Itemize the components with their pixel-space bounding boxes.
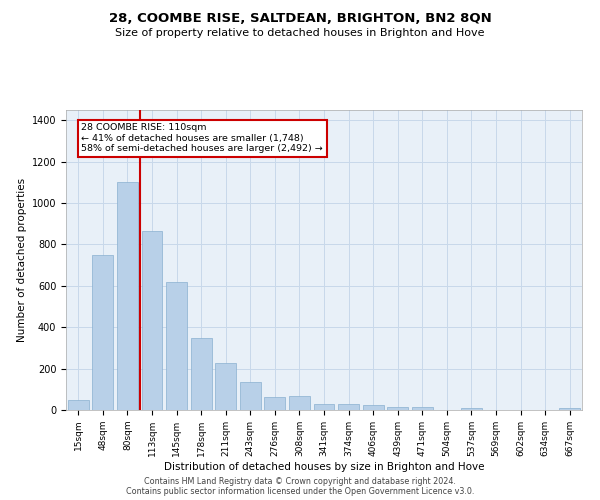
Bar xyxy=(289,396,310,410)
Bar xyxy=(215,364,236,410)
Bar xyxy=(142,231,163,410)
Bar xyxy=(338,404,359,410)
Bar xyxy=(559,408,580,410)
Bar xyxy=(314,404,334,410)
Bar xyxy=(68,400,89,410)
Bar xyxy=(412,407,433,410)
Bar xyxy=(92,255,113,410)
Text: 28 COOMBE RISE: 110sqm
← 41% of detached houses are smaller (1,748)
58% of semi-: 28 COOMBE RISE: 110sqm ← 41% of detached… xyxy=(82,124,323,154)
Bar xyxy=(191,338,212,410)
Y-axis label: Number of detached properties: Number of detached properties xyxy=(17,178,28,342)
Bar xyxy=(265,396,286,410)
Bar xyxy=(461,408,482,410)
Bar xyxy=(240,382,261,410)
Text: 28, COOMBE RISE, SALTDEAN, BRIGHTON, BN2 8QN: 28, COOMBE RISE, SALTDEAN, BRIGHTON, BN2… xyxy=(109,12,491,26)
X-axis label: Distribution of detached houses by size in Brighton and Hove: Distribution of detached houses by size … xyxy=(164,462,484,471)
Bar xyxy=(387,407,408,410)
Bar xyxy=(117,182,138,410)
Text: Size of property relative to detached houses in Brighton and Hove: Size of property relative to detached ho… xyxy=(115,28,485,38)
Text: Contains HM Land Registry data © Crown copyright and database right 2024.: Contains HM Land Registry data © Crown c… xyxy=(144,477,456,486)
Text: Contains public sector information licensed under the Open Government Licence v3: Contains public sector information licen… xyxy=(126,487,474,496)
Bar xyxy=(362,406,383,410)
Bar xyxy=(166,282,187,410)
